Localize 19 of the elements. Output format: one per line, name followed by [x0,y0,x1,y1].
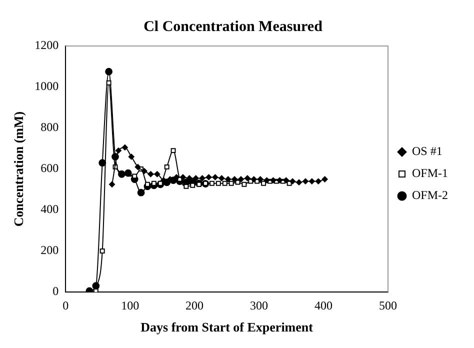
y-tick-label: 800 [40,120,59,134]
chart-title: Cl Concentration Measured [144,18,324,35]
y-tick-label: 0 [52,284,59,298]
y-tick-label: 1000 [34,79,59,94]
x-tick-label: 400 [314,298,333,312]
legend-label: OS #1 [412,144,442,158]
legend-label: OFM-2 [412,188,448,202]
x-tick-label: 0 [62,298,69,312]
y-tick-label: 200 [40,243,59,258]
y-tick-label: 1200 [34,38,59,52]
y-tick-label: 600 [40,161,59,176]
x-axis-title: Days from Start of Experiment [140,320,314,335]
x-tick-label: 200 [186,298,204,312]
legend-label: OFM-1 [412,166,448,180]
y-axis-title: Concentration (mM) [11,111,26,227]
x-tick-label: 300 [250,298,268,312]
y-tick-label: 400 [40,202,59,216]
x-tick-label: 500 [378,298,397,312]
x-tick-label: 100 [121,298,140,312]
